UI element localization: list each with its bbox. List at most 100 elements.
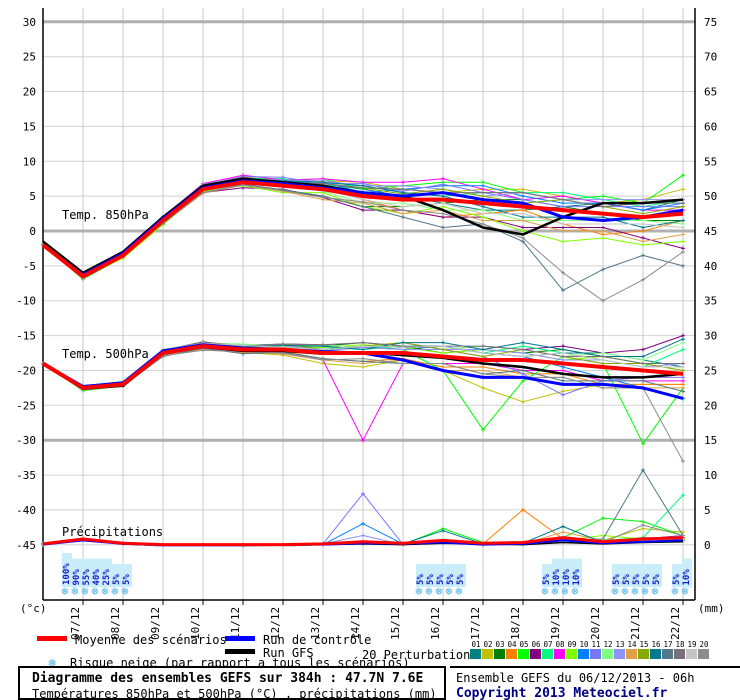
y-right-tick-label: 75 [704,16,717,29]
y-right-tick-label: 20 [704,399,717,412]
y-left-tick-label: 5 [29,190,36,203]
snowflake-icon: ❅ [571,584,579,599]
perturbation-number: 08 [555,640,565,649]
y-left-tick-label: -30 [16,434,36,447]
snowflake-icon: ❅ [101,584,109,599]
snow-risk-percent: 100% [62,553,72,587]
perturbation-color-swatch [674,649,685,659]
perturbation-color-swatch [650,649,661,659]
x-tick-label: 21/12 [629,607,642,640]
snow-risk-percent: 10% [552,558,562,587]
perturbation-number: 11 [591,640,601,649]
perturbation-color-swatch [686,649,697,659]
snowflake-icon: ❅ [445,584,453,599]
snowflake-icon: ❅ [551,584,559,599]
copyright[interactable]: Copyright 2013 Meteociel.fr [456,686,668,700]
perturbation-color-swatch [638,649,649,659]
perturbation-number: 03 [495,640,505,649]
snowflake-icon: ❅ [71,584,79,599]
perturbation-number: 15 [639,640,649,649]
y-right-tick-label: 25 [704,365,717,378]
mean-t850 [41,180,684,279]
mean-t500 [41,344,684,390]
snowflake-icon: ❅ [631,584,639,599]
y-left-tick-label: 25 [23,51,36,64]
snowflake-icon: ❅ [91,584,99,599]
snowflake-icon: ❅ [81,584,89,599]
y-left-tick-label: -10 [16,295,36,308]
snowflake-icon: ❅ [48,655,57,671]
ensemble-chart: 30 25 20 15 10 5 0 -5 -10 -15 -20 -25 -30 -35 -40 -45 75… [0,0,740,648]
perturbation-color-swatch [494,649,505,659]
mean-precip [42,536,684,547]
perturbation-number: 13 [615,640,625,649]
y-left-tick-label: 30 [23,16,36,29]
x-tick-label: 13/12 [309,607,322,640]
control-line-swatch [225,636,255,641]
y-right-tick-label: 10 [704,469,717,482]
section-label-precip: Précipitations [62,525,163,539]
title-box: Diagramme des ensembles GEFS sur 384h : … [18,666,446,700]
perturbation-color-swatch [506,649,517,659]
left-unit-label: (°c) [20,602,47,615]
y-left-tick-label: 15 [23,120,36,133]
perturbation-color-swatch [602,649,613,659]
x-tick-label: 18/12 [509,607,522,640]
snow-risk-percent: 10% [562,558,572,587]
y-left-tick-label: -45 [16,539,36,552]
x-tick-label: 17/12 [469,607,482,640]
y-left-tick-label: -15 [16,330,36,343]
x-tick-label: 22/12 [669,607,682,640]
perturbation-color-swatch [470,649,481,659]
perturbation-color-swatch [578,649,589,659]
perturbation-color-swatch [662,649,673,659]
perturbation-color-swatch [542,649,553,659]
perturbation-number: 16 [651,640,661,649]
perturbation-number: 17 [663,640,673,649]
y-right-tick-label: 65 [704,86,717,99]
snowflake-icon: ❅ [121,584,129,599]
perturbation-color-swatch [626,649,637,659]
y-left-tick-label: 20 [23,86,36,99]
y-right-tick-label: 0 [704,539,711,552]
snow-risk-percent: 55% [82,558,92,587]
y-right-tick-label: 15 [704,434,717,447]
y-left-tick-label: -5 [23,260,36,273]
perturbation-number: 01 [471,640,481,649]
perturbation-number: 12 [603,640,613,649]
y-right-tick-label: 60 [704,120,717,133]
mean-line-label: Moyenne des scénarios [75,633,227,647]
chart-background [0,0,740,648]
right-unit-label: (mm) [698,602,725,615]
perturbation-number: 05 [519,640,529,649]
y-right-tick-label: 70 [704,51,717,64]
diagram-subtitle: Températures 850hPa et 500hPa (°C) , pré… [32,687,437,700]
x-tick-label: 10/12 [189,607,202,640]
snowflake-icon: ❅ [435,584,443,599]
y-left-tick-label: -25 [16,399,36,412]
y-left-tick-label: -35 [16,469,36,482]
x-tick-label: 16/12 [429,607,442,640]
y-left-tick-label: 10 [23,155,36,168]
y-right-tick-label: 35 [704,295,717,308]
control-line-label: Run de contrôle [263,633,372,647]
snow-risk-percent: 40% [92,558,102,587]
perturbation-number: 20 [699,640,709,649]
y-right-tick-label: 5 [704,504,711,517]
snowflake-icon: ❅ [425,584,433,599]
x-tick-label: 08/12 [109,607,122,640]
snowflake-icon: ❅ [561,584,569,599]
snow-risk-percent: 90% [72,558,82,587]
perturbation-number: 04 [507,640,517,649]
perturbation-number: 10 [579,640,589,649]
snowflake-icon: ❅ [415,584,423,599]
perturbation-color-swatch [530,649,541,659]
snowflake-icon: ❅ [671,584,679,599]
perturbation-color-swatch [482,649,493,659]
x-tick-label: 09/12 [149,607,162,640]
snowflake-icon: ❅ [541,584,549,599]
gfs-line-label: Run GFS [263,646,314,660]
x-tick-label: 11/12 [229,607,242,640]
snow-risk-percent: 25% [102,558,112,587]
perturbation-number: 02 [483,640,493,649]
